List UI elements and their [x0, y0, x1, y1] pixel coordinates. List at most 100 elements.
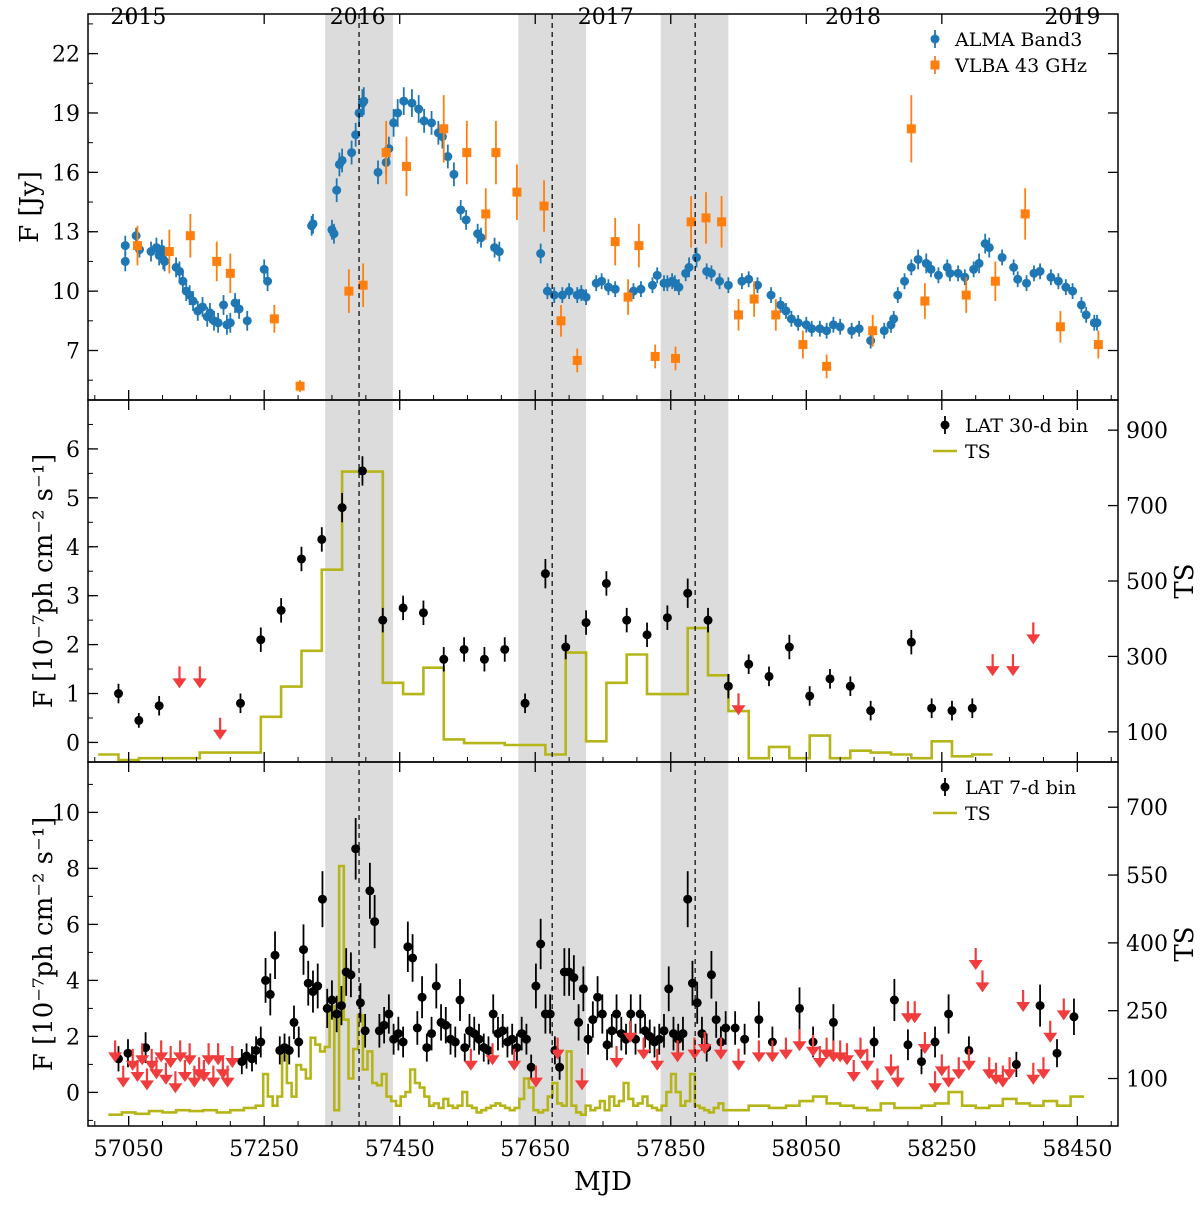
- radio-data-point: [461, 209, 471, 230]
- radio-legend: ALMA Band3 VLBA 43 GHz: [930, 29, 1087, 77]
- lat7-upper-limit-arrow: [792, 1029, 807, 1052]
- lat30-ytick-label: 1: [66, 683, 80, 708]
- radio-data-point: [603, 279, 613, 296]
- lat7-upper-limit-arrow: [687, 1037, 702, 1060]
- lat7-data-point: [930, 1026, 940, 1058]
- lat7-upper-limit-arrow: [154, 1040, 169, 1063]
- lat30-legend-label: TS: [965, 441, 991, 463]
- lat7-ts-step-line: [108, 864, 1085, 1116]
- lat7-upper-limit-arrow: [623, 1020, 638, 1043]
- lat30-data-point: [540, 558, 550, 589]
- radio-data-point: [610, 281, 620, 298]
- lat7-data-point: [654, 1023, 664, 1055]
- lat7-upper-limit-arrow: [890, 1065, 905, 1088]
- radio-data-point: [636, 281, 646, 298]
- lat30-upper-limit-arrow: [172, 666, 187, 689]
- mjd-axis: 57050 57250 57450 57650 57850 58050 58250 58450…: [94, 1137, 1113, 1197]
- radio-data-point: [610, 217, 620, 266]
- panel-radio-flux: 7 10 13 16 19 22 F [Jy] ALMA Band3 VLBA 43 GHz: [15, 13, 1119, 401]
- radio-data-point: [399, 87, 409, 115]
- lat7-y2tick-label: 250: [1126, 1000, 1168, 1025]
- radio-data-point: [781, 303, 791, 319]
- lat7-upper-limit-arrow: [839, 1043, 854, 1066]
- lat7-data-point: [251, 1036, 261, 1065]
- lat7-data-point: [398, 1026, 408, 1058]
- lat30-data-point: [113, 683, 123, 704]
- mjd-tick-label: 57450: [365, 1137, 435, 1162]
- lat7-legend-circle-swatch: [940, 782, 950, 792]
- lat7-data-point: [555, 1054, 565, 1080]
- panel-lat-7d: 0 2 4 6 8 10 100 250 400 550 700 TS F [10⁻⁷ph cm⁻² s…: [29, 761, 1200, 1127]
- radio-data-point: [329, 223, 339, 244]
- lat7-data-point: [365, 862, 375, 919]
- lat30-data-point: [906, 629, 916, 655]
- lat30-ytick-label: 4: [66, 536, 80, 561]
- lat7-y2-axis-label: TS: [1170, 926, 1200, 961]
- radio-data-point: [1046, 269, 1056, 286]
- lat30-ytick-label: 3: [66, 585, 80, 610]
- radio-data-point: [542, 283, 552, 300]
- lat7-data-point: [531, 963, 541, 1009]
- lat7-upper-limit-arrow: [163, 1046, 178, 1068]
- lat7-data-point: [740, 1023, 750, 1055]
- lat30-data-point: [520, 693, 530, 714]
- lat30-data-point: [296, 546, 306, 572]
- radio-data-point: [178, 271, 188, 292]
- lat7-upper-limit-arrow: [731, 1048, 746, 1071]
- radio-data-point: [969, 261, 979, 278]
- radio-data-point: [347, 140, 357, 165]
- lat7-data-point: [488, 994, 498, 1034]
- radio-data-point: [692, 247, 702, 268]
- lat7-upper-limit-arrow: [941, 1065, 956, 1088]
- radio-data-point: [650, 344, 660, 369]
- radio-data-point: [539, 180, 549, 232]
- lat7-data-point: [351, 818, 361, 880]
- lat7-upper-limit-arrow: [1056, 998, 1071, 1021]
- lat7-data-point: [303, 960, 313, 1006]
- year-tick-label: 2019: [1044, 5, 1100, 30]
- lat7-upper-limit-arrow: [989, 1062, 1004, 1085]
- lat30-data-point: [723, 673, 733, 699]
- radio-data-point: [393, 99, 403, 127]
- lat7-data-point: [289, 1005, 299, 1040]
- year-tick-label: 2016: [330, 5, 386, 30]
- radio-data-point: [686, 196, 696, 248]
- year-tick-label: 2017: [578, 5, 634, 30]
- flare-shaded-interval-1: [518, 14, 587, 1126]
- radio-data-point: [893, 287, 903, 304]
- lat30-y2tick-label: 100: [1126, 721, 1168, 746]
- lat7-upper-limit-arrow: [860, 1048, 875, 1071]
- lat30-data-point: [357, 456, 367, 486]
- lat7-upper-limit-arrow: [168, 1071, 183, 1094]
- radio-legend-circle-swatch: [930, 34, 940, 44]
- lat7-upper-limit-arrow: [1043, 1020, 1058, 1043]
- lat7-upper-limit-arrow: [108, 1040, 123, 1063]
- lat7-upper-limit-arrow: [713, 1037, 728, 1060]
- lat30-ytick-label: 2: [66, 634, 80, 659]
- radio-data-point: [701, 192, 711, 244]
- lat7-data-point: [498, 1014, 508, 1048]
- lat7-upper-limit-arrow: [144, 1048, 159, 1071]
- lat7-data-point: [384, 994, 394, 1034]
- lat7-data-point: [754, 1001, 764, 1038]
- radio-data-point: [997, 249, 1007, 266]
- radio-data-point: [990, 261, 1000, 302]
- radio-data-point: [879, 322, 889, 339]
- radio-legend-square-swatch: [930, 60, 940, 70]
- lat30-ytick-label: 6: [66, 438, 80, 463]
- lat7-data-point: [597, 994, 607, 1034]
- lat30-y2-axis-label: TS: [1170, 563, 1200, 598]
- lat7-data-point: [889, 979, 899, 1021]
- lat7-upper-limit-arrow: [182, 1043, 197, 1066]
- flare-shading: [325, 14, 729, 1126]
- radio-data-point: [427, 110, 437, 135]
- lat7-upper-limit-arrow: [1002, 1057, 1017, 1080]
- radio-data-point: [749, 281, 759, 317]
- lat30-data-point: [459, 637, 469, 662]
- lat7-data-point: [427, 1016, 437, 1051]
- lat30-y-axis-label: F [10⁻⁷ph cm⁻² s⁻¹]: [29, 454, 59, 709]
- radio-data-point: [835, 318, 845, 335]
- radio-data-point: [358, 263, 368, 307]
- lat7-upper-limit-arrow: [975, 970, 990, 993]
